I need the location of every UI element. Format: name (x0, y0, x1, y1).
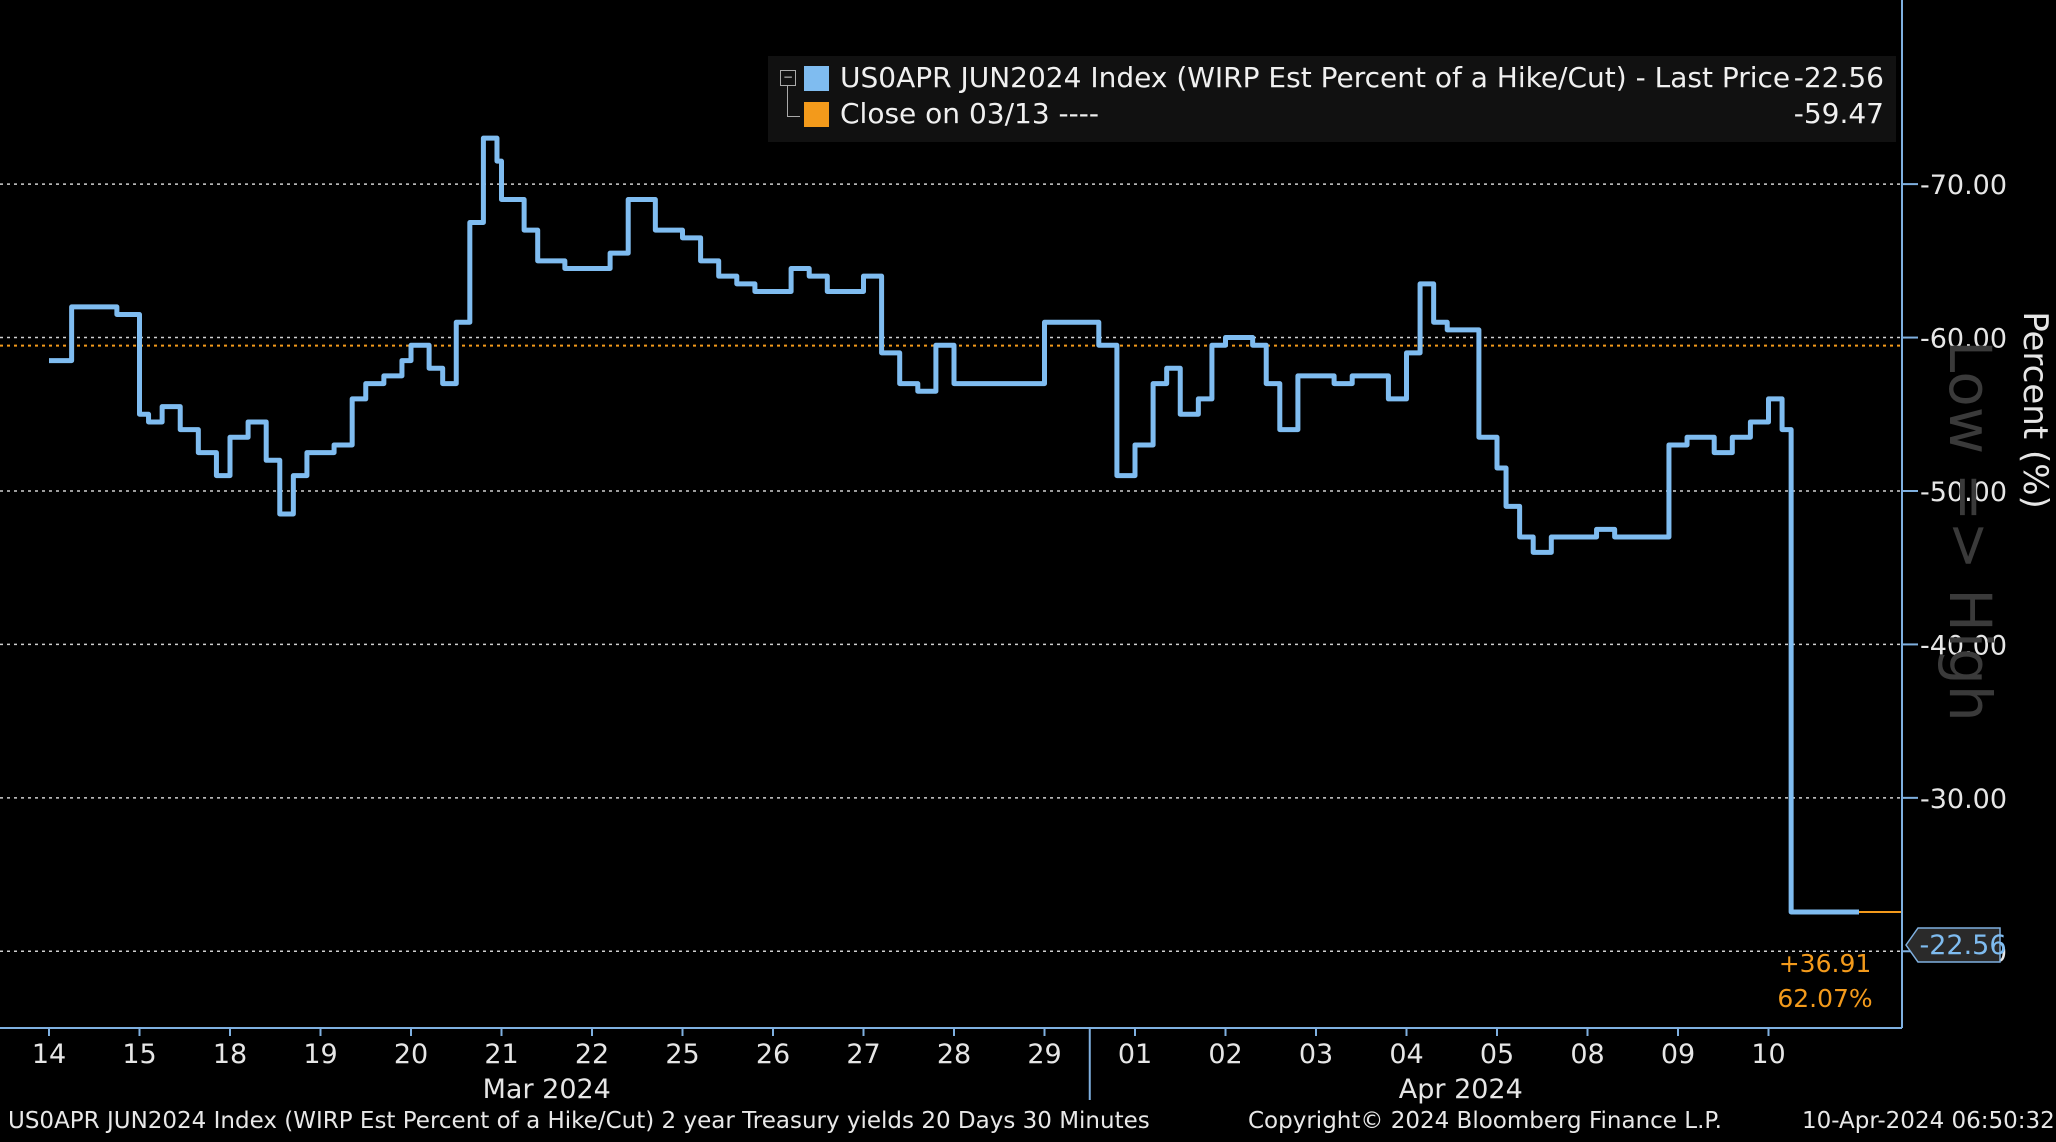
x-tick-label: 08 (1570, 1039, 1604, 1070)
y-axis-label: Percent (%) (2015, 311, 2055, 509)
y-tick-label: -60.00 (1920, 324, 2007, 355)
x-tick-label: 25 (665, 1039, 699, 1070)
series-line (49, 135, 1859, 915)
legend-series-name: US0APR JUN2024 Index (WIRP Est Percent o… (840, 61, 1791, 94)
footer-timestamp: 10-Apr-2024 06:50:32 (1802, 1108, 2055, 1134)
legend-tree-line (787, 86, 800, 117)
y-tick-label: -30.00 (1920, 784, 2007, 815)
legend-entry-series: US0APR JUN2024 Index (WIRP Est Percent o… (804, 60, 1884, 96)
x-tick-label: 03 (1299, 1039, 1333, 1070)
y-axis: -70.00-60.00-50.00-40.00-30.00-20.00 (1901, 0, 2007, 1028)
gridlines (0, 183, 1902, 953)
x-tick-label: 02 (1208, 1039, 1242, 1070)
chart-legend: − US0APR JUN2024 Index (WIRP Est Percent… (768, 56, 1896, 142)
x-tick-label: 14 (32, 1039, 66, 1070)
legend-swatch-blue (804, 66, 829, 91)
x-tick-label: 21 (484, 1039, 518, 1070)
month-label: Apr 2024 (1399, 1074, 1523, 1105)
legend-entry-reference: Close on 03/13 ---- -59.47 (804, 96, 1884, 132)
footer-copyright: Copyright© 2024 Bloomberg Finance L.P. (1248, 1108, 1722, 1134)
series-path (49, 135, 1859, 915)
y-tick-label: -50.00 (1920, 477, 2007, 508)
legend-reference-name: Close on 03/13 ---- (840, 97, 1099, 130)
x-tick-label: 05 (1480, 1039, 1514, 1070)
change-percent: 62.07% (1777, 984, 1872, 1013)
x-tick-label: 27 (846, 1039, 880, 1070)
last-value-label: -22.56 (1919, 930, 2006, 961)
y-tick-label: -40.00 (1920, 630, 2007, 661)
x-tick-label: 09 (1661, 1039, 1695, 1070)
y-tick-label: -70.00 (1920, 170, 2007, 201)
x-tick-label: 19 (303, 1039, 337, 1070)
x-tick-label: 28 (937, 1039, 971, 1070)
legend-collapse-toggle[interactable]: − (780, 70, 796, 86)
x-tick-label: 20 (394, 1039, 428, 1070)
x-tick-label: 04 (1389, 1039, 1423, 1070)
x-tick-label: 26 (756, 1039, 790, 1070)
last-value-badge: -22.56 (1905, 927, 2007, 963)
x-tick-label: 10 (1751, 1039, 1785, 1070)
y-axis-watermark: Low => High (1936, 340, 2004, 722)
month-label: Mar 2024 (483, 1074, 611, 1105)
x-tick-label: 18 (213, 1039, 247, 1070)
x-tick-label: 22 (575, 1039, 609, 1070)
reference-line-close-0313 (0, 344, 1902, 914)
x-tick-label: 15 (122, 1039, 156, 1070)
legend-series-value: -22.56 (1793, 61, 1884, 94)
footer-description: US0APR JUN2024 Index (WIRP Est Percent o… (8, 1108, 1150, 1134)
x-tick-label: 01 (1118, 1039, 1152, 1070)
legend-reference-value: -59.47 (1793, 97, 1884, 130)
x-tick-label: 29 (1027, 1039, 1061, 1070)
legend-swatch-orange (804, 102, 829, 127)
x-axis: 14 15 18 19 20 21 22 25 26 27 28 29 01 02 03 04 05 08 09 10… (0, 1027, 1902, 1105)
change-absolute: +36.91 (1779, 949, 1872, 978)
